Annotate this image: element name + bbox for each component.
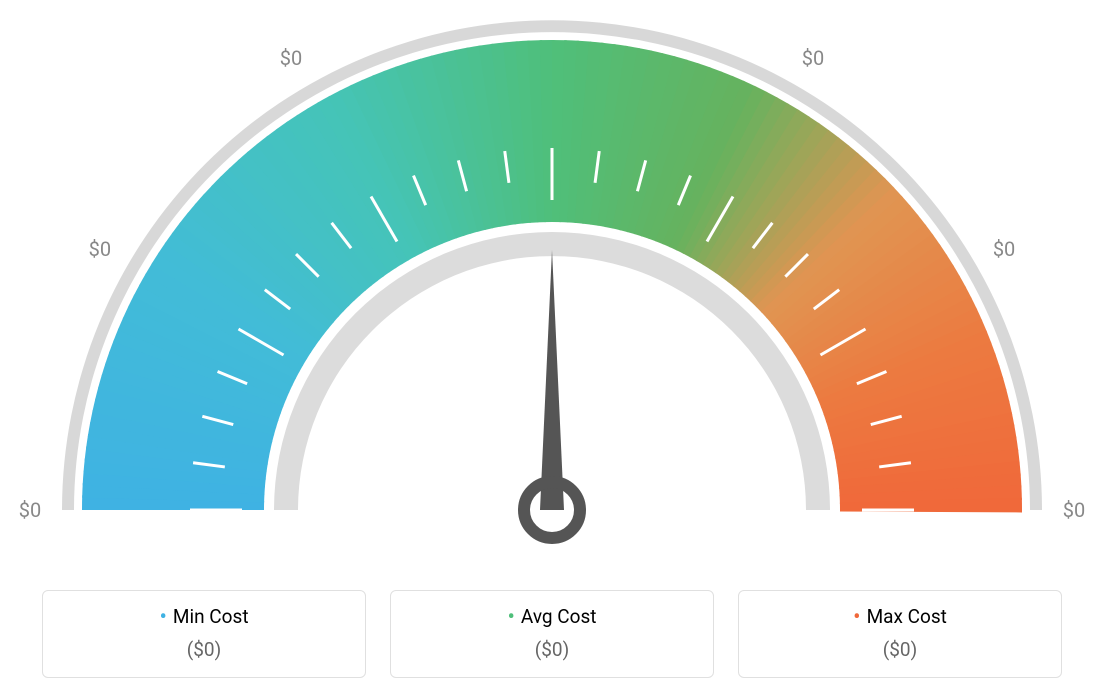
legend-value-avg: ($0) bbox=[391, 638, 713, 661]
legend-row: • Min Cost ($0) • Avg Cost ($0) • Max Cost … bbox=[42, 590, 1062, 678]
gauge-tick-label: $0 bbox=[802, 46, 824, 70]
legend-card-min: • Min Cost ($0) bbox=[42, 590, 366, 678]
gauge-cost-chart: $0$0$0$0$0$0$0 •Min Cost ($0) •Avg Cost … bbox=[0, 0, 1104, 690]
legend-value-min: ($0) bbox=[43, 638, 365, 661]
legend-card-avg: • Avg Cost ($0) bbox=[390, 590, 714, 678]
legend-title-avg: • Avg Cost bbox=[391, 605, 713, 628]
legend-label-min: Min Cost bbox=[173, 605, 249, 628]
gauge-tick-label: $0 bbox=[19, 498, 41, 522]
gauge-tick-label: $0 bbox=[993, 237, 1015, 261]
legend-label-avg: Avg Cost bbox=[521, 605, 597, 628]
gauge-area bbox=[0, 0, 1104, 560]
legend-title-min: • Min Cost bbox=[43, 605, 365, 628]
legend-bullet-max: • bbox=[853, 612, 860, 624]
gauge-svg bbox=[0, 0, 1104, 560]
legend-label-max: Max Cost bbox=[867, 605, 947, 628]
legend-card-max: • Max Cost ($0) bbox=[738, 590, 1062, 678]
legend-bullet-min: • bbox=[159, 612, 166, 624]
legend-title-max: • Max Cost bbox=[739, 605, 1061, 628]
gauge-tick-label: $0 bbox=[280, 46, 302, 70]
gauge-tick-label: $0 bbox=[1063, 498, 1085, 522]
legend-bullet-avg: • bbox=[507, 612, 514, 624]
legend-value-max: ($0) bbox=[739, 638, 1061, 661]
gauge-tick-label: $0 bbox=[89, 237, 111, 261]
